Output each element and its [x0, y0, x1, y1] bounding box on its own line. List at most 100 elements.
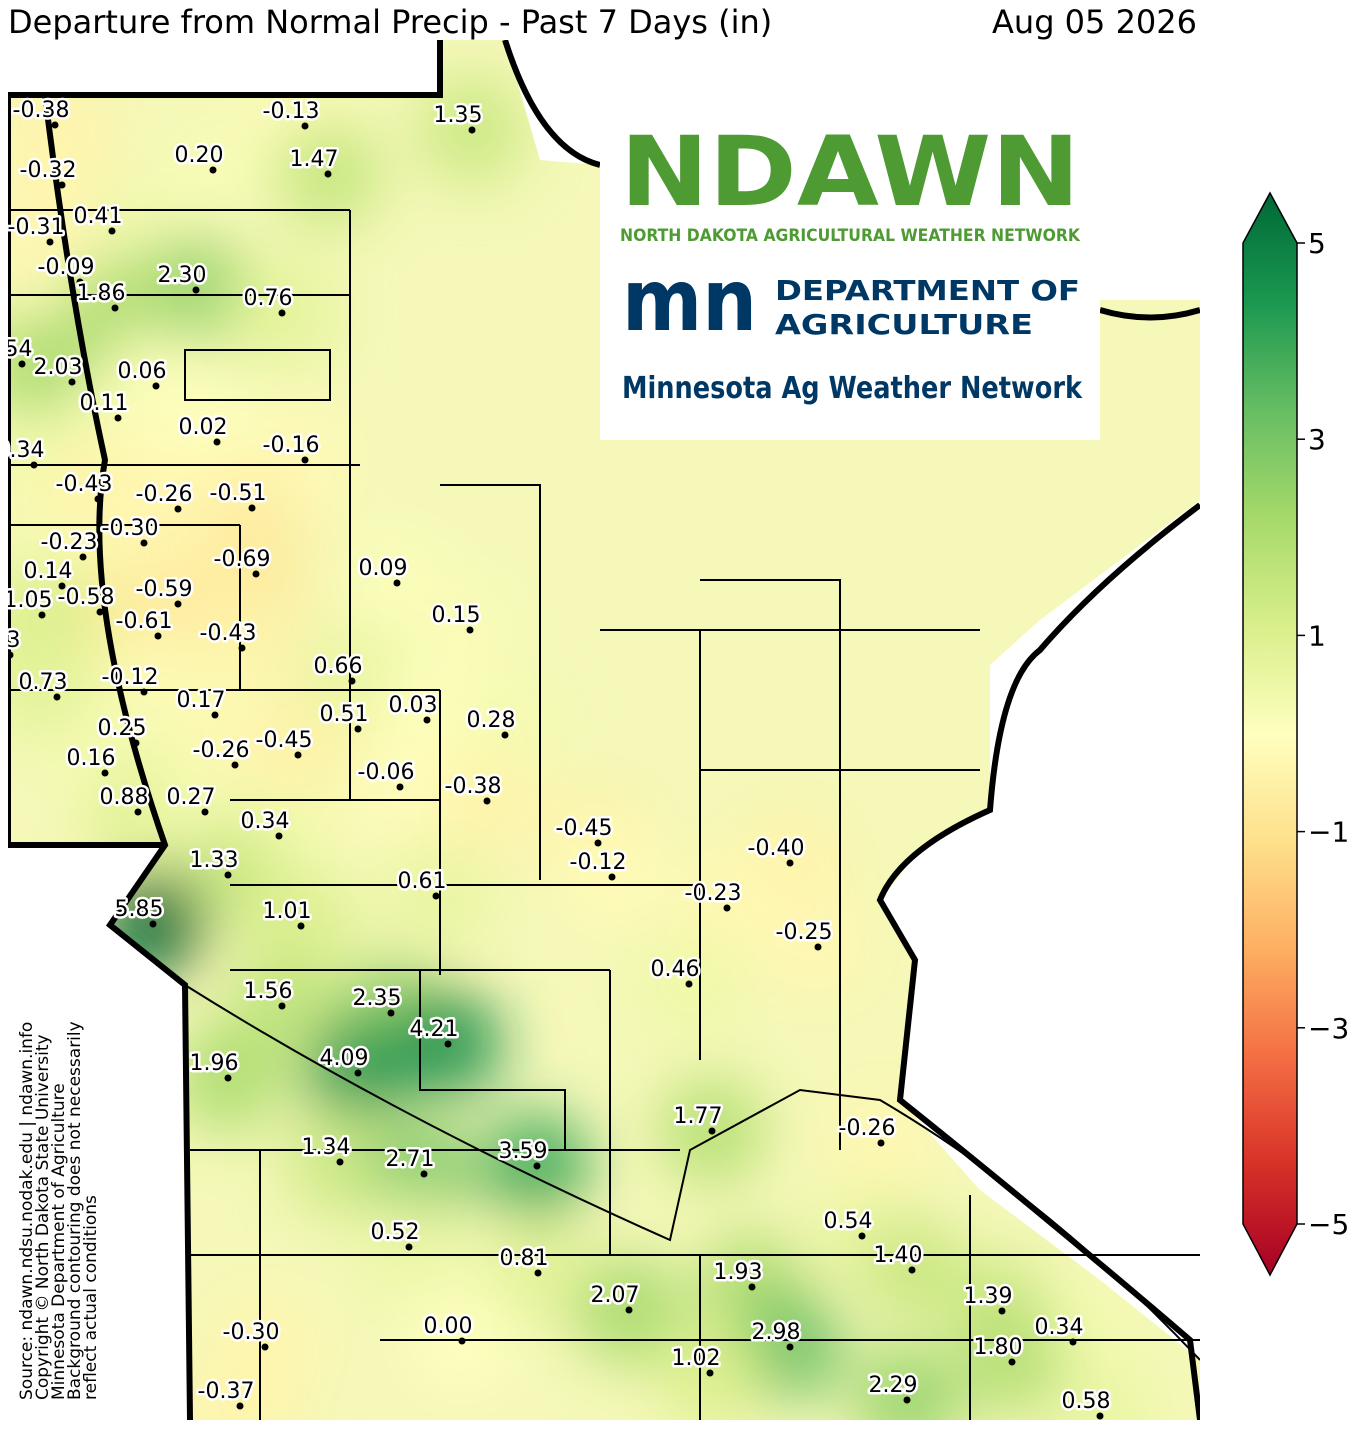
station-label: 1.93	[714, 1260, 763, 1285]
station-dot	[458, 1337, 466, 1345]
station-dot	[420, 1170, 428, 1178]
station-label: 1.86	[77, 281, 126, 306]
source-note: Source: ndawn.ndsu.nodak.edu | ndawn.inf…	[17, 1021, 101, 1400]
station-label: 0.81	[500, 1246, 549, 1271]
station-label: 0.34	[241, 809, 290, 834]
station-label: -0.31	[8, 215, 65, 240]
station-label: -0.43	[56, 472, 113, 497]
ndawn-logo: NDAWN	[620, 116, 1080, 228]
station-dot	[174, 600, 182, 608]
logo-panel	[600, 100, 1100, 440]
station-dot	[68, 378, 76, 386]
outside-area	[8, 40, 440, 1420]
station-dot	[149, 920, 157, 928]
station-dot	[301, 122, 309, 130]
station-dot	[708, 1127, 716, 1135]
station-label: -0.13	[263, 99, 320, 124]
station-dot	[213, 438, 221, 446]
station-dot	[275, 832, 283, 840]
station-label: 1.35	[434, 103, 483, 128]
colorbar-tick-label: −1	[1308, 816, 1349, 849]
station-dot	[393, 579, 401, 587]
stations: -0.38 -0.13 1.35 0.20 1.47 -0.32 0.41 -0.31 -0.0…	[8, 96, 1113, 1420]
station-dot	[101, 769, 109, 777]
station-dot	[814, 943, 822, 951]
station-dot	[261, 1343, 269, 1351]
station-dot	[432, 892, 440, 900]
station-dot	[1008, 1358, 1016, 1366]
station-label: 0.16	[67, 746, 116, 771]
ndawn-subtitle: NORTH DAKOTA AGRICULTURAL WEATHER NETWOR…	[620, 226, 1081, 246]
station-dot	[236, 1402, 244, 1410]
mawn-title: Minnesota Ag Weather Network	[622, 371, 1083, 406]
station-dot	[201, 808, 209, 816]
station-dot	[483, 797, 491, 805]
station-dot	[301, 456, 309, 464]
station-dot	[877, 1139, 885, 1147]
station-dot	[534, 1269, 542, 1277]
colorbar-tick-label: 1	[1308, 619, 1326, 652]
station-label: -0.23	[685, 881, 742, 906]
station-dot	[94, 495, 102, 503]
station-dot	[76, 278, 84, 286]
station-label: 0.73	[19, 670, 68, 695]
lake-shore	[876, 307, 1200, 1420]
colorbar: 5 3 1 −1 −3 −5	[1242, 191, 1349, 1277]
station-dot	[114, 414, 122, 422]
station-dot	[96, 608, 104, 616]
station-label: 0.76	[244, 286, 293, 311]
station-dot	[348, 677, 356, 685]
station-label: -0.30	[223, 1320, 280, 1345]
state-border	[42, 94, 193, 1420]
mn-logo: mn	[622, 251, 757, 351]
station-label: -0.30	[102, 516, 159, 541]
station-label: 0.25	[98, 716, 147, 741]
colorbar-bar	[1242, 191, 1298, 1277]
station-dot	[154, 632, 162, 640]
station-label: 0.09	[359, 556, 408, 581]
station-label: 3.59	[499, 1139, 548, 1164]
station-label: 0.17	[177, 688, 226, 713]
station-dot	[252, 570, 260, 578]
contour-blob	[655, 1318, 765, 1420]
station-dot	[466, 626, 474, 634]
station-label: 0.20	[175, 143, 224, 168]
station-dot	[723, 904, 731, 912]
contour-blob	[852, 1345, 962, 1420]
station-dot	[706, 1369, 714, 1377]
station-label: 0.14	[24, 559, 73, 584]
station-label: -0.61	[116, 609, 173, 634]
station-label: 0.15	[432, 603, 481, 628]
station-dot	[224, 871, 232, 879]
station-dot	[211, 711, 219, 719]
station-label: 1.02	[672, 1346, 721, 1371]
source-line: Source: ndawn.ndsu.nodak.edu | ndawn.inf…	[17, 1022, 37, 1400]
station-label: -0.16	[263, 433, 320, 458]
station-dot	[297, 922, 305, 930]
station-dot	[111, 304, 119, 312]
station-dot	[533, 1162, 541, 1170]
station-label: 1.47	[290, 147, 339, 172]
station-label: -0.38	[13, 98, 70, 123]
station-label: -0.09	[38, 255, 95, 280]
station-dot	[51, 121, 59, 129]
station-label: 1.56	[244, 979, 293, 1004]
station-label: 0.06	[118, 359, 167, 384]
date: Aug 05 2026	[992, 3, 1197, 41]
station-label: 0.11	[80, 391, 129, 416]
station-dot	[405, 1243, 413, 1251]
station-dot	[354, 725, 362, 733]
station-dot	[192, 286, 200, 294]
station-label: 2.29	[869, 1373, 918, 1398]
station-dot	[231, 761, 239, 769]
station-dot	[625, 1306, 633, 1314]
station-label: 0.27	[167, 785, 216, 810]
station-label: 1.33	[190, 848, 239, 873]
station-label: -0.40	[748, 836, 805, 861]
station-dot	[903, 1396, 911, 1404]
station-label: 2.30	[158, 263, 207, 288]
station-dot	[134, 808, 142, 816]
station-dot	[748, 1283, 756, 1291]
station-dot	[38, 611, 46, 619]
